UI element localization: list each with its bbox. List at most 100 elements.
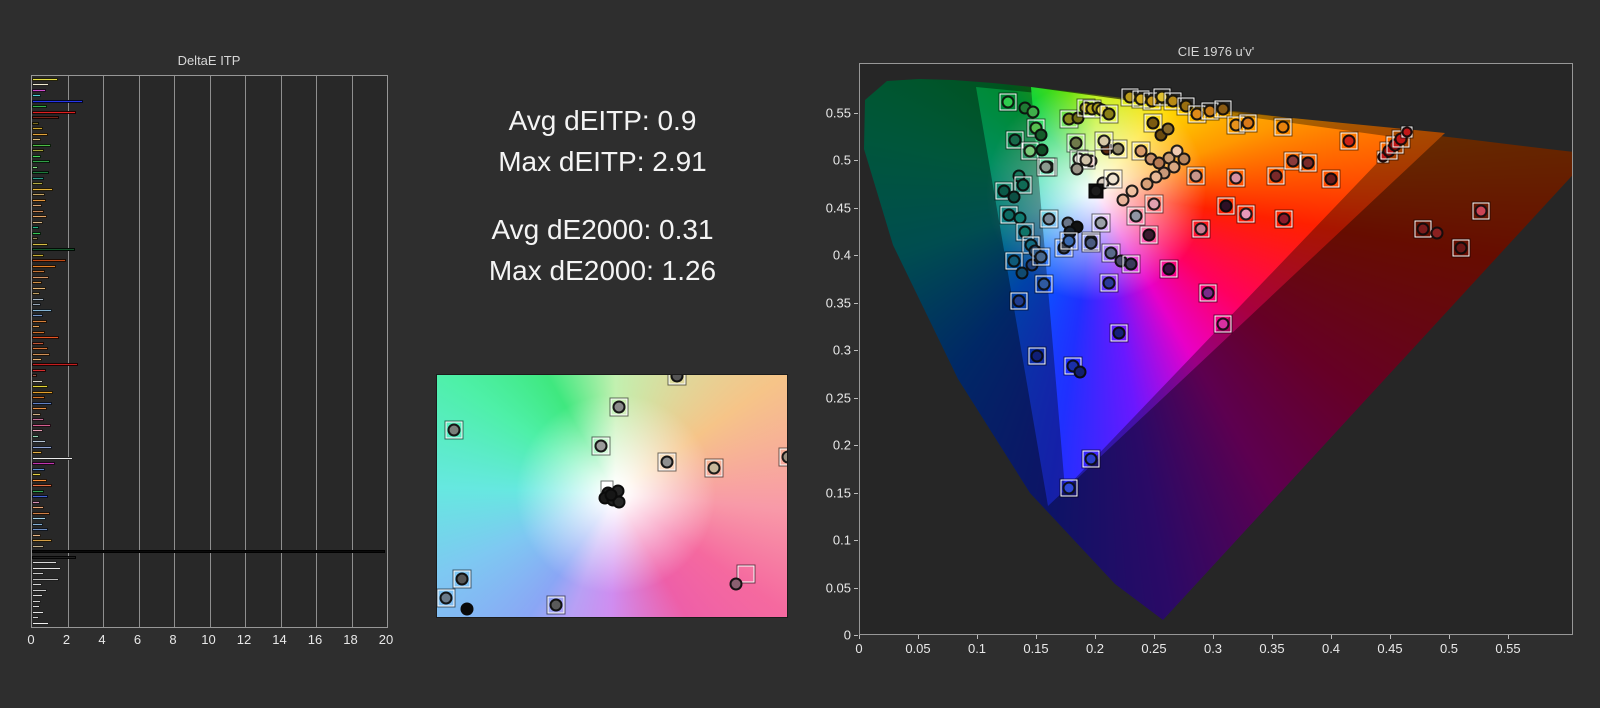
cie-point-measured-dot (1203, 104, 1217, 118)
deltae-bar (32, 594, 43, 598)
deltae-bar (32, 429, 43, 433)
deltae-x-tick-label: 4 (98, 632, 106, 647)
cie-point-measured-dot (1129, 209, 1143, 223)
deltae-bar (32, 204, 42, 208)
gamut-point-measured-dot (447, 423, 461, 437)
gamut-point-measured-dot (729, 577, 743, 591)
deltae-bar (32, 83, 49, 87)
summary-stats: Avg dEITP: 0.9 Max dEITP: 2.91 Avg dE200… (420, 100, 785, 291)
cie-point-measured-dot (1070, 162, 1084, 176)
deltae-bar (32, 407, 48, 411)
deltae-bar (32, 357, 42, 361)
gamut-point-target-square (453, 570, 471, 588)
cie-y-tick-mark (854, 350, 858, 351)
cie-point-measured-dot (1069, 136, 1083, 150)
cie-y-tick-label: 0.5 (832, 152, 851, 168)
deltae-plot-area (31, 75, 388, 628)
cie-point-measured-dot (1216, 317, 1230, 331)
deltae-bar (32, 583, 42, 587)
cie-point-measured-dot (1062, 234, 1076, 248)
cie-point-measured-dot (1430, 226, 1444, 240)
deltae-bar (32, 319, 48, 323)
cie-point-measured-dot (1140, 177, 1154, 191)
deltae-bar (32, 599, 41, 603)
deltae-bar (32, 374, 38, 378)
cie-x-tick-mark (918, 635, 919, 639)
cie-point-measured-dot (1216, 102, 1230, 116)
deltae-bar (32, 539, 52, 543)
cie-point-target-square (1028, 347, 1046, 365)
cie-point-measured-dot (1190, 107, 1204, 121)
cie-x-tick-mark (1036, 635, 1037, 639)
cie-point-target-square (1199, 284, 1217, 302)
cie-point-measured-dot (1094, 216, 1108, 230)
cie-point-target-square (1102, 244, 1120, 262)
cie-point-measured-dot (1034, 128, 1048, 142)
cie-point-target-square (1095, 132, 1113, 150)
deltae-bar (32, 78, 58, 81)
cie-point-target-square (1239, 114, 1257, 132)
cie-chart-title: CIE 1976 u'v' (1177, 44, 1255, 59)
deltae-bar (32, 248, 76, 252)
gamut-preview-panel (436, 374, 788, 618)
cie-y-tick-label: 0.35 (825, 295, 851, 310)
cie-point-measured-dot (1229, 171, 1243, 185)
cie-point-target-square (1060, 479, 1078, 497)
cie-point-measured-dot (1162, 262, 1176, 276)
gamut-point-target-square (705, 459, 723, 477)
deltae-bar (32, 341, 44, 345)
cie-y-tick-mark (854, 160, 858, 161)
cie-point-measured-dot (1104, 246, 1118, 260)
deltae-x-tick-label: 18 (343, 632, 358, 647)
deltae-x-tick-label: 8 (169, 632, 177, 647)
deltae-bar (32, 292, 40, 296)
gamut-point-target-square (437, 589, 455, 607)
cie-point-measured-dot (1124, 257, 1138, 271)
cie-point-target-square (1100, 105, 1118, 123)
gamut-point-measured-dot (460, 602, 474, 616)
cie-y-tick-mark (854, 112, 858, 114)
cie-point-measured-dot (1269, 169, 1283, 183)
cie-y-tick-label: 0.55 (825, 105, 851, 120)
deltae-bar (32, 522, 43, 526)
cie-point-measured-dot (1166, 94, 1180, 108)
deltae-bar (32, 610, 44, 614)
deltae-bar (32, 286, 47, 290)
cie-y-tick-mark (854, 587, 858, 589)
cie-point-measured-dot (1125, 184, 1139, 198)
deltae-bar (32, 451, 42, 455)
cie-point-measured-dot (1015, 266, 1029, 280)
deltae-bar (32, 149, 44, 153)
deltae-x-tick-label: 10 (201, 632, 216, 647)
deltae-gridline (280, 76, 282, 627)
cie-point-measured-dot (1106, 172, 1120, 186)
cie-point-measured-dot (1035, 143, 1049, 157)
max-deitp-value: Max dEITP: 2.91 (498, 146, 707, 177)
cie-point-measured-dot (1147, 197, 1161, 211)
gamut-point-measured-dot (707, 461, 721, 475)
cie-point-measured-dot (1301, 156, 1315, 170)
cie-y-tick-mark (854, 207, 858, 209)
cie-point-measured-dot (1167, 160, 1181, 174)
cie-x-tick-mark (1390, 635, 1391, 639)
cie-x-tick-mark (1095, 635, 1096, 639)
deltae-bar (32, 561, 57, 565)
cie-y-tick-mark (854, 255, 858, 256)
deltae-bar (32, 193, 46, 197)
cie-point-measured-dot (1401, 126, 1413, 138)
deltae-bar (32, 467, 46, 471)
cie-point-measured-dot (1102, 107, 1116, 121)
deltae-bar (32, 154, 41, 158)
cie-point-target-square (1037, 158, 1055, 176)
cie-point-measured-dot (1018, 225, 1032, 239)
cie-point-target-square (1132, 142, 1150, 160)
deltae-bar (32, 132, 48, 136)
cie-x-tick-mark (1508, 635, 1509, 639)
deltae-x-tick-label: 20 (378, 632, 394, 647)
cie-point-measured-dot (1219, 199, 1233, 213)
gamut-point-measured-dot (612, 400, 626, 414)
deltae-bar (32, 423, 51, 427)
cie-point-target-square (999, 93, 1017, 111)
cie-point-target-square (1392, 130, 1410, 148)
deltae-bar (32, 577, 59, 581)
